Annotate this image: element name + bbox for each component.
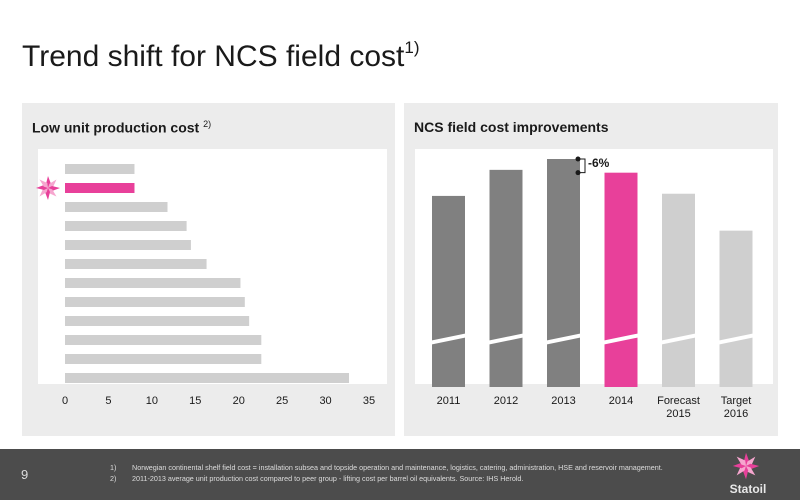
x-tick-label: 35 <box>363 395 375 407</box>
bar <box>719 230 753 387</box>
bar <box>547 159 580 387</box>
x-tick-label: 20 <box>233 395 245 407</box>
x-tick-label: 5 <box>105 395 111 407</box>
x-category-label: 2012 <box>494 395 518 407</box>
footnote-1: 1) Norwegian continental shelf field cost… <box>110 463 663 472</box>
footer-bar: 9 1) Norwegian continental shelf field co… <box>0 449 800 500</box>
star-petal <box>736 466 746 476</box>
bar <box>604 172 638 387</box>
x-category-label: 2014 <box>609 395 633 407</box>
category-label-line: 2016 <box>724 408 748 420</box>
category-label-line: 2011 <box>437 395 461 407</box>
category-label-line: 2014 <box>609 395 633 407</box>
x-tick-label: 30 <box>319 395 331 407</box>
left-panel-title: Low unit production cost 2) <box>32 119 211 136</box>
ncs-field-cost-panel: NCS field cost improvements 2011 2012 2013… <box>404 103 778 436</box>
statoil-star-icon <box>732 452 760 480</box>
slide-title-text: Trend shift for NCS field cost <box>22 40 405 73</box>
star-petal <box>48 179 57 188</box>
star-petal <box>48 188 57 197</box>
bar <box>65 259 207 269</box>
category-label-line: 2013 <box>551 395 575 407</box>
highlighted-bar <box>65 183 135 193</box>
x-tick-label: 0 <box>62 395 68 407</box>
bar <box>65 202 168 212</box>
star-petal <box>736 456 746 466</box>
x-tick-label: 15 <box>189 395 201 407</box>
change-label: -6% <box>588 156 610 170</box>
x-category-label: Target 2016 <box>721 395 752 420</box>
star-petal <box>39 188 48 197</box>
x-tick-label: 25 <box>276 395 288 407</box>
x-category-label: Forecast 2015 <box>657 395 700 420</box>
category-label-line: Target <box>721 395 752 407</box>
bar <box>489 169 523 387</box>
bar <box>65 373 350 383</box>
bar <box>65 335 262 345</box>
change-bracket <box>578 158 586 174</box>
footnote-2: 2) 2011-2013 average unit production cost… <box>110 474 523 483</box>
bar <box>662 193 695 387</box>
bar <box>65 297 245 307</box>
statoil-logo: Statoil <box>730 452 767 496</box>
bar <box>65 221 187 231</box>
logo-wordmark: Statoil <box>730 482 767 496</box>
axis-break <box>544 333 583 345</box>
slide-title: Trend shift for NCS field cost1) <box>22 38 420 74</box>
x-tick-label: 10 <box>146 395 158 407</box>
axis-break <box>486 333 526 345</box>
category-label-line: 2015 <box>666 408 690 420</box>
axis-break <box>659 333 698 345</box>
bar <box>65 354 262 364</box>
footnote-1-text: Norwegian continental shelf field cost =… <box>132 463 663 472</box>
footnote-1-number: 1) <box>110 463 117 472</box>
star-petal <box>39 179 48 188</box>
axis-break <box>429 333 468 345</box>
field-cost-bar-chart: 2011 2012 2013 2014 Forecast 2015 Target 2016 -6… <box>429 156 756 420</box>
bar <box>65 240 191 250</box>
statoil-star-icon <box>36 176 60 200</box>
bar <box>65 164 135 174</box>
star-petal <box>746 456 756 466</box>
bar <box>65 278 241 288</box>
star-petal <box>746 466 756 476</box>
right-panel-title: NCS field cost improvements <box>414 119 609 135</box>
left-panel-footnote-ref: 2) <box>203 119 212 129</box>
x-category-label: 2011 <box>437 395 461 407</box>
slide-title-footnote-ref: 1) <box>404 38 420 57</box>
footnote-2-number: 2) <box>110 474 117 483</box>
footnote-2-text: 2011-2013 average unit production cost c… <box>132 474 524 483</box>
bar <box>65 316 250 326</box>
unit-cost-bar-chart: 0 5 10 15 20 25 30 35 <box>36 164 375 407</box>
page-number: 9 <box>21 467 29 482</box>
x-category-label: 2013 <box>551 395 575 407</box>
axis-break <box>601 333 641 345</box>
low-unit-cost-panel: Low unit production cost 2) 0 5 10 15 20 25 30… <box>22 103 395 436</box>
category-label-line: Forecast <box>657 395 700 407</box>
bracket-dot <box>575 156 581 162</box>
category-label-line: 2012 <box>494 395 518 407</box>
axis-break <box>716 333 756 345</box>
right-plot-area <box>415 149 773 384</box>
bar <box>432 195 465 387</box>
bracket-dot <box>575 170 581 176</box>
left-panel-title-text: Low unit production cost <box>32 119 200 136</box>
